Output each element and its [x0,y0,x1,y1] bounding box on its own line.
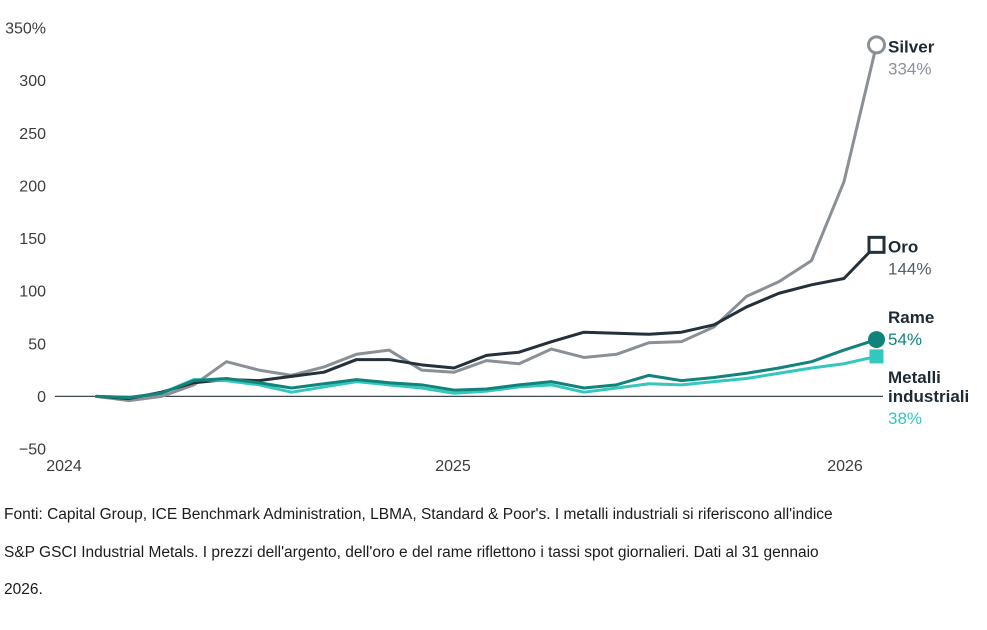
end-marker-metalli-industriali [869,349,884,364]
y-axis-tick-200: 200 [19,178,46,195]
y-axis-tick-100: 100 [19,284,46,301]
series-label-oro-2: 144% [888,259,931,278]
series-label-metalli-industriali-2: industriali [888,387,969,406]
y-axis-tick-350: 350% [5,21,46,38]
series-line-rame [95,338,878,399]
y-axis-tick-0: 0 [37,389,46,406]
y-axis-tick--50: −50 [19,442,46,459]
y-axis-tick-250: 250 [19,126,46,143]
footnote-line-2: S&P GSCI Industrial Metals. I prezzi del… [4,543,819,561]
footnote-line-1: Fonti: Capital Group, ICE Benchmark Admi… [4,506,833,523]
end-marker-rame [868,331,885,349]
x-axis-tick-2025: 2025 [435,458,471,475]
series-line-silver [95,43,878,403]
y-axis-tick-150: 150 [19,231,46,248]
line-chart: 350% 300 250 200 150 100 50 0 −50 2024 2025 2026 Sil… [5,21,969,475]
end-marker-silver [867,35,886,55]
series-label-rame-2: 54% [888,330,922,349]
source-footnote: Fonti: Capital Group, ICE Benchmark Admi… [4,496,982,609]
series-label-oro-1: Oro [888,237,918,256]
series-label-rame-1: Rame [888,308,934,327]
end-marker-oro [867,235,886,254]
x-axis-tick-2026: 2026 [827,458,863,475]
y-axis-tick-50: 50 [28,336,46,353]
series-line-metalli-industriali [95,354,878,399]
series-label-metalli-industriali-1: Metalli [888,368,941,387]
series-label-silver-1: Silver [888,37,935,56]
series-label-silver-2: 334% [888,59,931,78]
series-label-metalli-industriali-3: 38% [888,409,922,428]
x-axis-tick-2024: 2024 [46,458,82,475]
y-axis-tick-300: 300 [19,73,46,90]
footnote-line-3: 2026. [4,581,43,598]
